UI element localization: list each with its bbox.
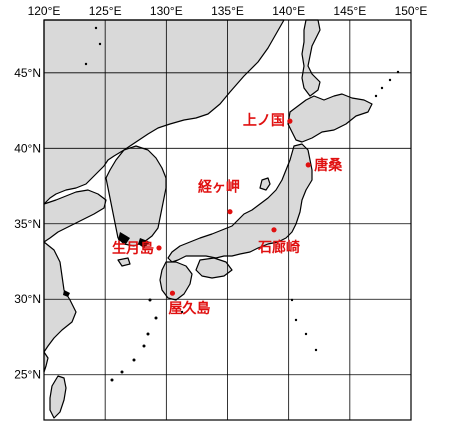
place-marker-irozaki — [271, 227, 277, 233]
place-label-yakushima: 屋久島 — [168, 300, 210, 317]
islet — [380, 86, 384, 90]
sado-island — [259, 177, 271, 191]
latitude-tick-label: 40°N — [14, 141, 41, 155]
latitude-tick-label: 35°N — [14, 217, 41, 231]
land-layer — [43, 19, 373, 419]
islet — [154, 316, 158, 320]
shandong-peninsula — [43, 189, 107, 243]
islet — [146, 332, 150, 336]
place-label-irozaki: 石廊崎 — [257, 239, 300, 256]
islet — [180, 310, 184, 314]
islet — [120, 370, 124, 374]
place-marker-kaminokuni — [287, 118, 293, 124]
islet — [294, 318, 298, 322]
islet — [63, 290, 70, 297]
place-marker-karakuwa — [305, 162, 311, 168]
asian-mainland — [43, 19, 285, 205]
sakhalin — [301, 19, 321, 97]
hokkaido — [287, 93, 373, 143]
islet — [84, 62, 88, 66]
place-marker-ikitsukishima — [156, 245, 162, 251]
place-marker-yakushima — [169, 290, 176, 296]
longitude-tick-label: 120°E — [28, 4, 61, 18]
place-label-kaminokuni: 上ノ国 — [243, 113, 285, 129]
jeju-island — [117, 257, 131, 267]
latitude-tick-label: 25°N — [14, 368, 41, 382]
map-frame — [43, 19, 412, 421]
latitude-tick-label: 30°N — [14, 292, 41, 306]
islet — [132, 358, 136, 362]
east-china-coast — [43, 241, 77, 353]
islet — [118, 232, 130, 244]
islet — [94, 26, 98, 30]
longitude-tick-label: 125°E — [89, 4, 122, 18]
longitude-labels: 120°E 125°E 130°E 135°E 140°E 145°E 150°E — [28, 4, 428, 18]
islet — [138, 238, 150, 248]
islet — [304, 332, 308, 336]
place-label-ikitsukishima: 生月島 — [112, 240, 154, 257]
islet — [142, 344, 146, 348]
longitude-tick-label: 150°E — [395, 4, 428, 18]
islet — [110, 378, 114, 382]
honshu — [167, 143, 313, 263]
longitude-tick-label: 130°E — [150, 4, 183, 18]
longitude-tick-label: 145°E — [333, 4, 366, 18]
korean-peninsula — [105, 145, 167, 247]
longitude-tick-label: 135°E — [211, 4, 244, 18]
islet — [98, 42, 102, 46]
place-label-karakuwa: 唐桑 — [314, 157, 343, 174]
islet — [314, 348, 318, 352]
shikoku — [195, 257, 233, 279]
place-label-kyogamisaki: 経ヶ岬 — [198, 179, 240, 196]
latitude-tick-label: 45°N — [14, 66, 41, 80]
latitude-labels: 45°N 40°N 35°N 30°N 25°N — [14, 66, 41, 382]
kyushu — [159, 261, 193, 301]
islets-layer — [63, 26, 400, 382]
longitude-tick-label: 140°E — [272, 4, 305, 18]
islet — [374, 94, 378, 98]
taiwan — [49, 375, 67, 419]
place-marker-kyogamisaki — [227, 209, 233, 215]
islet — [388, 78, 392, 82]
